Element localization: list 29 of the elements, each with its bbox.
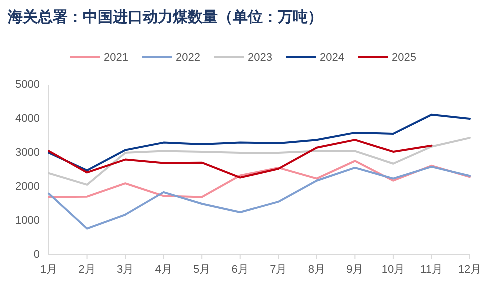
x-tick-label: 6月 bbox=[232, 264, 249, 276]
x-tick-label: 7月 bbox=[270, 264, 288, 276]
x-tick-label: 5月 bbox=[194, 264, 211, 276]
x-tick-label: 12月 bbox=[458, 264, 482, 276]
line-series bbox=[48, 139, 433, 179]
y-tick-label: 1000 bbox=[16, 215, 40, 227]
x-tick-label: 4月 bbox=[155, 264, 172, 276]
x-tick-label: 9月 bbox=[346, 264, 364, 276]
y-tick-label: 3000 bbox=[16, 147, 40, 159]
legend-label: 2022 bbox=[176, 52, 200, 64]
x-tick-label: 2月 bbox=[78, 264, 96, 276]
x-tick-label: 3月 bbox=[116, 264, 134, 276]
y-tick-label: 0 bbox=[34, 249, 40, 261]
x-tick-label: 11月 bbox=[420, 264, 443, 276]
legend-label: 2023 bbox=[248, 52, 272, 64]
y-tick-label: 4000 bbox=[16, 113, 40, 125]
legend-label: 2021 bbox=[104, 52, 128, 64]
line-series bbox=[48, 160, 471, 198]
line-series bbox=[48, 166, 471, 230]
x-tick-label: 1月 bbox=[40, 264, 58, 276]
y-tick-label: 2000 bbox=[16, 181, 40, 193]
y-tick-label: 5000 bbox=[16, 79, 40, 91]
legend-label: 2024 bbox=[320, 52, 344, 64]
x-tick-label: 10月 bbox=[382, 264, 406, 276]
line-series bbox=[48, 114, 471, 172]
chart-title: 海关总署：中国进口动力煤数量（单位：万吨） bbox=[7, 9, 323, 26]
x-tick-label: 8月 bbox=[308, 264, 326, 276]
line-series bbox=[48, 137, 471, 186]
legend-label: 2025 bbox=[392, 52, 416, 64]
